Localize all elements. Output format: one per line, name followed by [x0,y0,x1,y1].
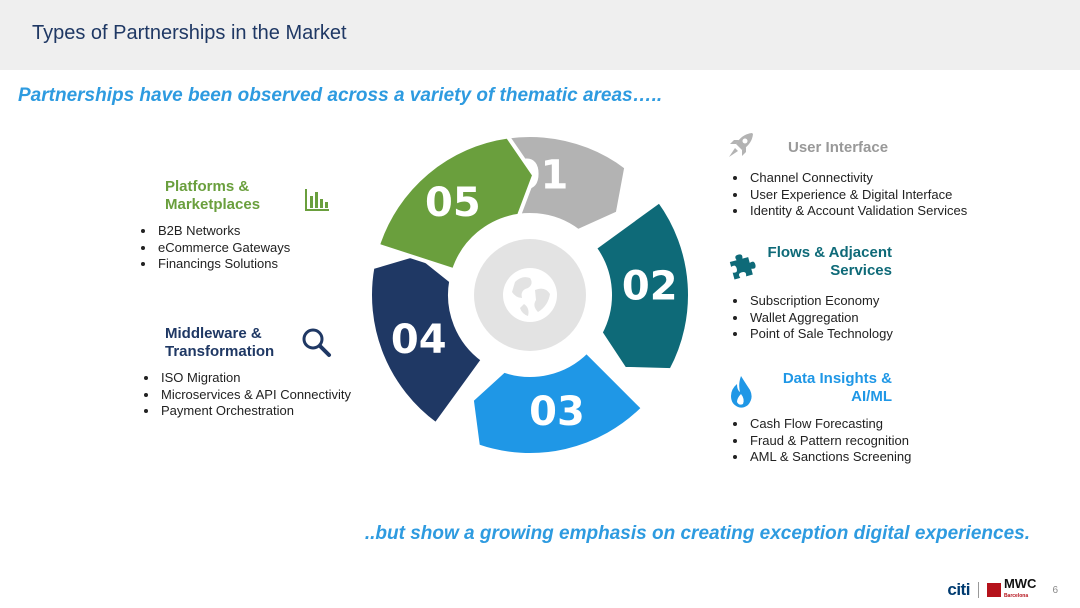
puzzle-icon [729,254,756,280]
list-item: Microservices & API Connectivity [159,387,351,404]
cycle-number-02: 02 [622,264,678,310]
user-interface-heading: User Interface [788,139,889,156]
platforms-heading-line1: Platforms & [165,178,250,195]
mwc-logo-mark [986,583,1001,597]
list-item: eCommerce Gateways [156,240,290,257]
cycle-segment-04 [368,251,485,427]
list-item: Subscription Economy [748,293,893,310]
user-interface-list: Channel Connectivity User Experience & D… [730,170,967,220]
cycle-number-05: 05 [425,180,481,226]
globe-icon [503,268,557,322]
list-item: Fraud & Pattern recognition [748,433,911,450]
list-item: Point of Sale Technology [748,326,893,343]
list-item: Channel Connectivity [748,170,967,187]
rocket-icon [729,133,753,157]
list-item: Identity & Account Validation Services [748,203,967,220]
header-bar [0,0,1080,70]
cycle-number-04: 04 [391,317,447,363]
middleware-heading: Middleware & Transformation [165,325,274,361]
middleware-list: ISO Migration Microservices & API Connec… [141,370,351,420]
list-item: AML & Sanctions Screening [748,449,911,466]
list-item: Payment Orchestration [159,403,351,420]
cycle-segment-02 [592,198,692,373]
list-item: B2B Networks [156,223,290,240]
platforms-heading-line2: Marketplaces [165,196,261,213]
data-insights-list: Cash Flow Forecasting Fraud & Pattern re… [730,416,911,466]
citi-logo: citi [947,580,970,599]
mwc-logo-subtext: Barcelona [1003,593,1029,599]
data-insights-heading-line1: Data Insights & [782,370,892,387]
magnifier-icon [302,328,331,357]
platforms-list: B2B Networks eCommerce Gateways Financin… [138,223,290,273]
bar-chart-icon [305,189,329,211]
cycle-segment-03 [469,349,646,457]
page-number: 6 [1052,584,1058,596]
flows-heading-line2: Services [830,262,892,279]
middleware-heading-line2: Transformation [165,343,275,360]
flows-heading: Flows & Adjacent Services [768,244,892,280]
mwc-logo-text: MWC [1003,576,1037,591]
cycle-number-03: 03 [529,389,585,435]
list-item: User Experience & Digital Interface [748,187,967,204]
flame-icon [731,376,752,408]
cycle-segment-05 [375,134,537,273]
data-insights-heading-line2: AI/ML [851,388,892,405]
platforms-heading: Platforms & Marketplaces [165,178,260,214]
list-item: Cash Flow Forecasting [748,416,911,433]
list-item: ISO Migration [159,370,351,387]
footer: citi MWC Barcelona 6 [947,576,1058,602]
closing-tagline: ..but show a growing emphasis on creatin… [364,523,1030,544]
mwc-logo: MWC Barcelona [986,576,1037,602]
middleware-heading-line1: Middleware & [165,325,262,342]
flows-heading-line1: Flows & Adjacent [767,244,892,261]
data-insights-heading: Data Insights & AI/ML [783,370,892,406]
slide-title: Types of Partnerships in the Market [32,22,347,44]
slide-subtitle: Partnerships have been observed across a… [18,85,663,106]
flows-list: Subscription Economy Wallet Aggregation … [730,293,893,343]
list-item: Wallet Aggregation [748,310,893,327]
list-item: Financings Solutions [156,256,290,273]
footer-divider [977,582,979,598]
